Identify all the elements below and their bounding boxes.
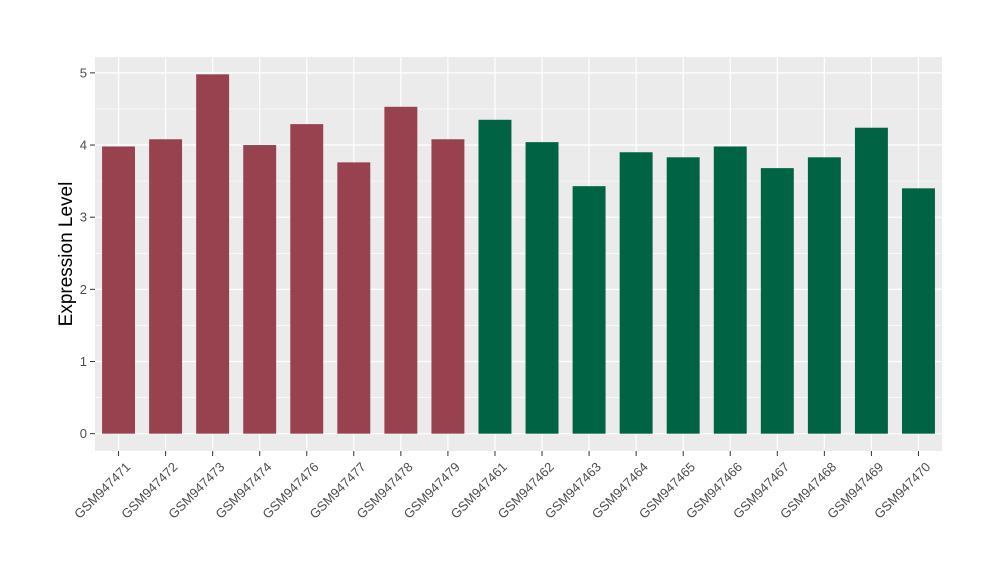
bar-GSM947462 — [525, 142, 559, 434]
bar-GSM947469 — [854, 127, 888, 434]
bars — [102, 74, 935, 434]
y-axis: 0 1 2 3 4 5 — [80, 65, 95, 441]
y-tick-label: 5 — [80, 65, 87, 80]
bar-GSM947463 — [572, 186, 606, 434]
bar-GSM947471 — [102, 146, 135, 434]
y-axis-label: Expression Level — [56, 182, 77, 327]
bar-GSM947476 — [290, 124, 324, 434]
minor-gridlines — [95, 108, 942, 398]
y-tick-label: 3 — [80, 210, 87, 225]
bar-GSM947461 — [478, 119, 512, 434]
y-tick-label: 4 — [80, 138, 87, 153]
bar-GSM947478 — [384, 106, 418, 434]
bar-GSM947479 — [431, 139, 465, 434]
bar-GSM947465 — [666, 157, 700, 434]
x-axis: GSM947471GSM947472GSM947473GSM947474GSM9… — [71, 451, 933, 522]
plot-panel — [95, 57, 942, 451]
y-tick-label: 1 — [80, 354, 87, 369]
bar-GSM947464 — [619, 152, 653, 434]
bar-GSM947473 — [196, 74, 230, 434]
bar-GSM947466 — [713, 146, 747, 434]
y-tick-label: 0 — [80, 426, 87, 441]
bar-GSM947474 — [243, 145, 277, 434]
bar-GSM947467 — [760, 168, 794, 434]
bar-GSM947470 — [902, 188, 935, 434]
bar-GSM947472 — [149, 139, 183, 434]
bar-GSM947468 — [807, 157, 841, 434]
bar-GSM947477 — [337, 162, 371, 434]
y-tick-label: 2 — [80, 282, 87, 297]
